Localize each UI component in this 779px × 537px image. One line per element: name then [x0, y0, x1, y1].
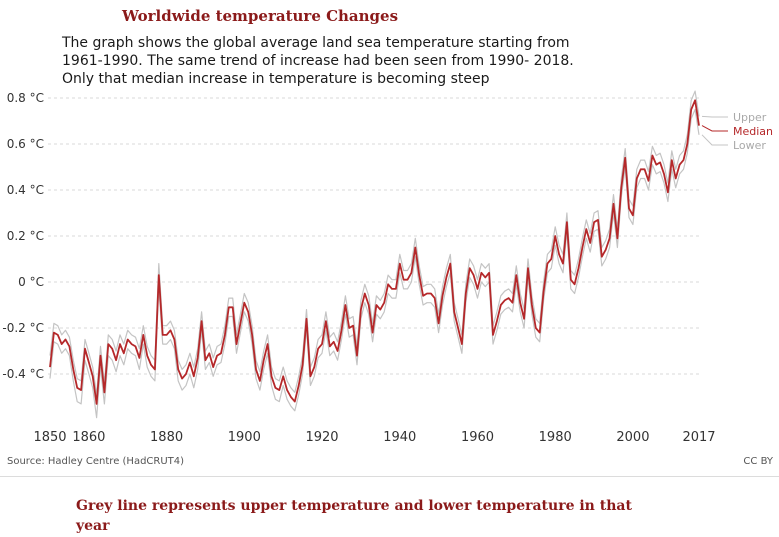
chart-description: The graph shows the global average land …	[62, 35, 574, 87]
legend-label-upper: Upper	[733, 111, 767, 124]
y-tick-label: 0.2 °C	[7, 229, 44, 243]
y-axis: -0.4 °C -0.2 °C 0 °C 0.2 °C 0.4 °C 0.6 °C 0.8 …	[2, 91, 44, 381]
y-tick-label: -0.4 °C	[2, 367, 44, 381]
y-tick-label: 0.4 °C	[7, 183, 44, 197]
grey-line-note: Grey line represents upper temperature a…	[76, 498, 632, 534]
legend-connector	[701, 134, 728, 146]
x-tick-label: 1920	[305, 430, 338, 445]
license-label: CC BY	[743, 456, 773, 467]
upper-series-line	[49, 90, 700, 396]
x-tick-label: 1860	[72, 430, 105, 445]
grid-lines	[48, 97, 699, 375]
y-tick-label: -0.2 °C	[2, 321, 44, 335]
x-tick-label: 1850	[33, 430, 66, 445]
legend-connector	[701, 125, 728, 132]
x-tick-label: 2017	[682, 430, 715, 445]
temperature-chart: -0.4 °C -0.2 °C 0 °C 0.2 °C 0.4 °C 0.6 °C 0.8 …	[2, 90, 773, 445]
series-lines	[49, 90, 700, 419]
y-tick-label: 0 °C	[18, 275, 44, 289]
y-tick-label: 0.8 °C	[7, 91, 44, 105]
legend-label-lower: Lower	[733, 139, 766, 152]
x-tick-label: 1980	[539, 430, 572, 445]
x-tick-label: 1960	[461, 430, 494, 445]
chart-title: Worldwide temperature Changes	[122, 7, 399, 25]
median-series-line	[49, 99, 700, 405]
source-note: Source: Hadley Centre (HadCRUT4)	[7, 456, 185, 467]
x-axis: 1850 1860 1880 1900 1920 1940 1960 1980 2000 2017	[33, 430, 715, 445]
lower-series-line	[49, 108, 700, 419]
x-tick-label: 2000	[616, 430, 649, 445]
x-tick-label: 1900	[228, 430, 261, 445]
x-tick-label: 1940	[383, 430, 416, 445]
x-tick-label: 1880	[150, 430, 183, 445]
legend-connector	[701, 115, 728, 118]
y-tick-label: 0.6 °C	[7, 137, 44, 151]
legend-label-median: Median	[733, 125, 773, 138]
divider	[0, 476, 779, 477]
